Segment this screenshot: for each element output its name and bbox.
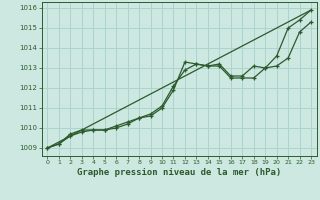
X-axis label: Graphe pression niveau de la mer (hPa): Graphe pression niveau de la mer (hPa) <box>77 168 281 177</box>
